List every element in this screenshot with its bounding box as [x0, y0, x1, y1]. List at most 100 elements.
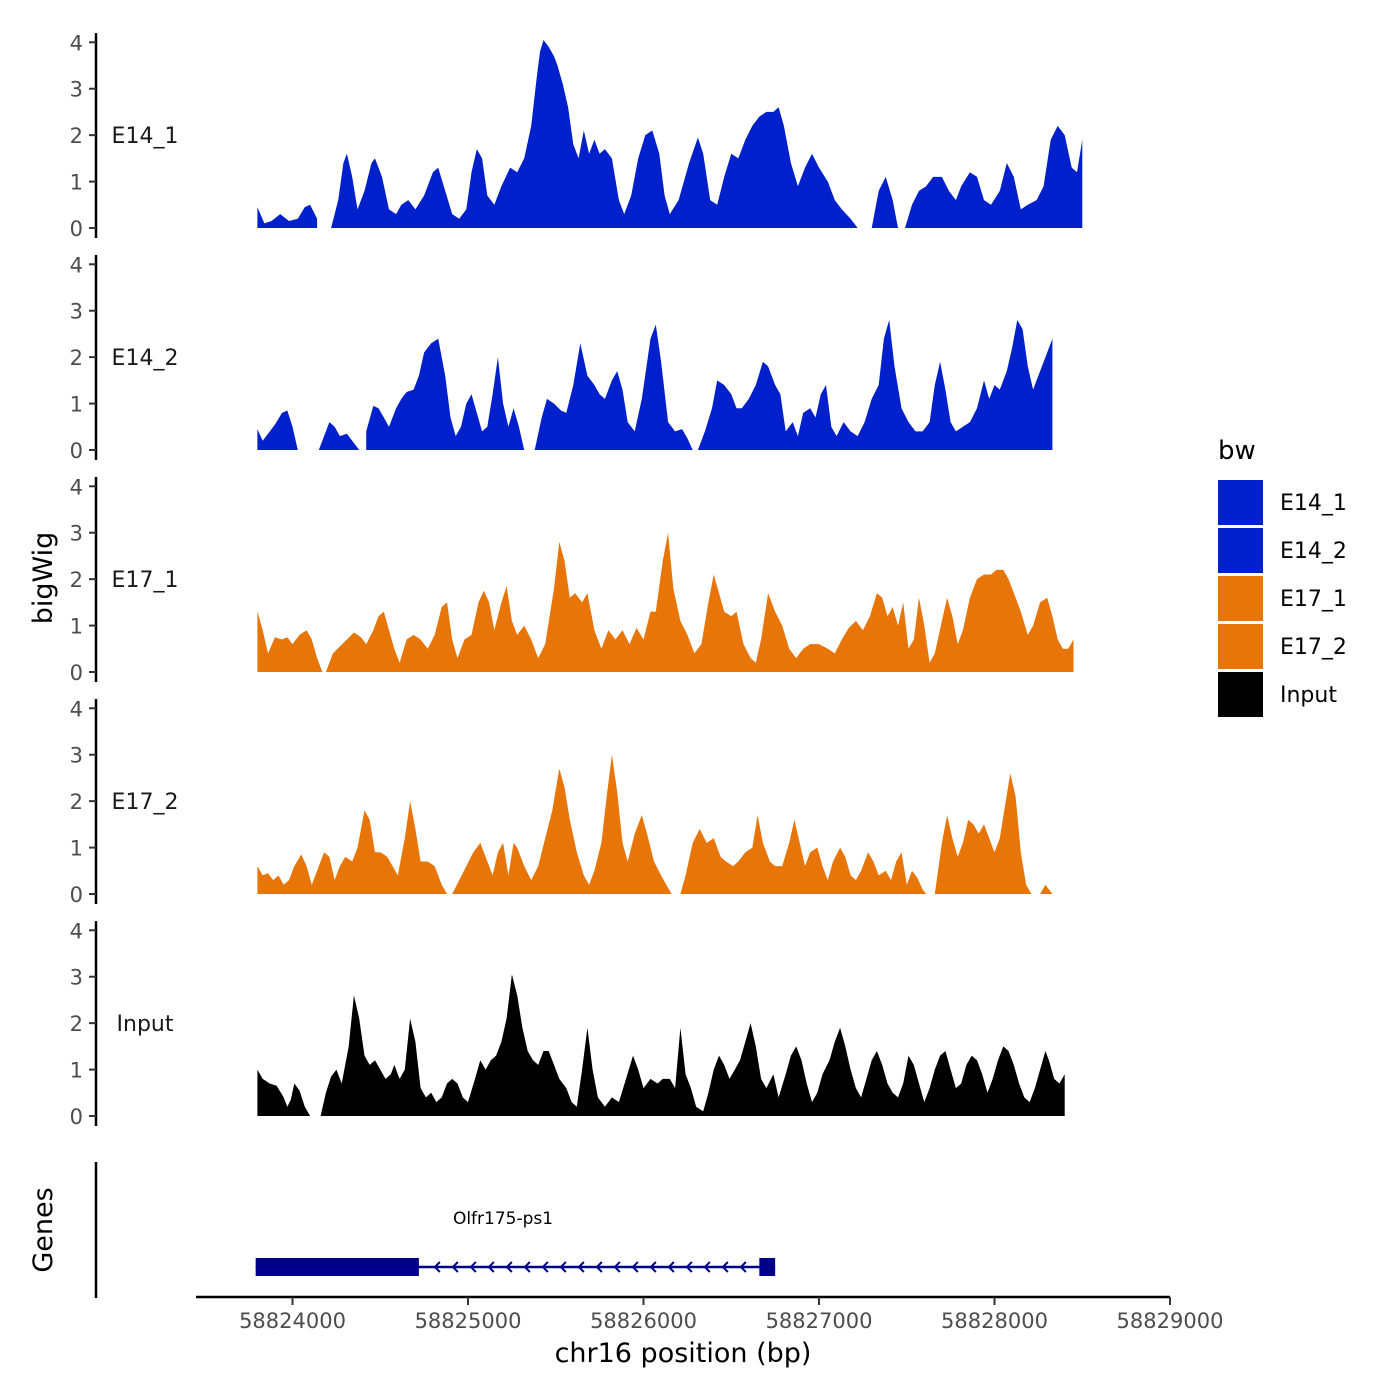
y-tick-label: 0 — [70, 1105, 83, 1129]
area-Input — [320, 974, 1065, 1116]
strand-arrow — [577, 1261, 585, 1273]
x-tick-label: 58824000 — [239, 1309, 346, 1333]
y-tick-label: 1 — [70, 393, 83, 417]
y-tick-label: 1 — [70, 171, 83, 195]
y-tick-label: 2 — [70, 790, 83, 814]
legend-swatch-E17_2 — [1218, 624, 1263, 669]
legend-swatch-E14_2 — [1218, 528, 1263, 573]
area-E14_2 — [366, 338, 525, 450]
strand-arrow — [739, 1261, 747, 1273]
area-E17_1 — [257, 611, 323, 672]
strand-arrow — [523, 1261, 531, 1273]
strand-arrow — [487, 1261, 495, 1273]
strand-arrow — [721, 1261, 729, 1273]
x-axis-title: chr16 position (bp) — [555, 1338, 812, 1369]
y-tick-label: 4 — [70, 697, 83, 721]
x-axis: 58824000 58825000 58826000 58827000 58828000… — [196, 1295, 1224, 1333]
gene-exon — [255, 1258, 419, 1276]
legend: bw E14_1 E14_2 E17_1 E17_2 Input — [1218, 436, 1347, 717]
gene-track-title: Genes — [28, 1187, 59, 1272]
y-tick-label: 3 — [70, 966, 83, 990]
y-tick-label: 2 — [70, 124, 83, 148]
y-tick-label: 0 — [70, 217, 83, 241]
y-tick-label: 1 — [70, 837, 83, 861]
y-tick-label: 4 — [70, 253, 83, 277]
area-E17_1 — [325, 532, 1074, 672]
track-label: E14_1 — [112, 124, 179, 149]
strand-arrow — [451, 1261, 459, 1273]
y-tick-label: 1 — [70, 1059, 83, 1083]
legend-label: Input — [1280, 683, 1337, 708]
legend-label: E17_1 — [1280, 587, 1347, 612]
gene-model — [255, 1258, 776, 1276]
gene-name-label: Olfr175-ps1 — [453, 1209, 553, 1229]
strand-arrow — [505, 1261, 513, 1273]
x-tick-label: 58825000 — [415, 1309, 522, 1333]
legend-swatch-E17_1 — [1218, 576, 1263, 621]
strand-arrow — [631, 1261, 639, 1273]
y-tick-label: 0 — [70, 439, 83, 463]
strand-arrow — [649, 1261, 657, 1273]
legend-swatch-Input — [1218, 672, 1263, 717]
area-E14_2 — [534, 324, 693, 450]
area-Input — [257, 1069, 311, 1116]
track-label: E17_1 — [112, 568, 179, 593]
strand-arrow — [595, 1261, 603, 1273]
gene-exon — [759, 1258, 776, 1276]
legend-label: E17_2 — [1280, 635, 1347, 660]
track-E14_1: 0 1 2 3 4 E14_1 — [70, 31, 1083, 241]
x-tick-label: 58826000 — [590, 1309, 697, 1333]
area-E14_2 — [318, 422, 360, 450]
strand-arrow — [469, 1261, 477, 1273]
x-tick-label: 58827000 — [766, 1309, 873, 1333]
y-tick-label: 3 — [70, 522, 83, 546]
area-E17_2 — [1040, 884, 1053, 894]
area-E14_1 — [871, 176, 898, 228]
y-tick-label: 4 — [70, 31, 83, 55]
strand-arrow — [433, 1261, 441, 1273]
strand-arrow — [541, 1261, 549, 1273]
legend-title: bw — [1218, 436, 1256, 466]
y-tick-label: 3 — [70, 78, 83, 102]
track-label: Input — [117, 1012, 174, 1037]
track-Input: 0 1 2 3 4 Input — [70, 919, 1065, 1129]
track-E14_2: 0 1 2 3 4 E14_2 — [70, 253, 1053, 463]
area-E14_2 — [257, 410, 298, 450]
y-tick-label: 2 — [70, 346, 83, 370]
track-label: E17_2 — [112, 790, 179, 815]
legend-label: E14_1 — [1280, 491, 1347, 516]
x-tick-label: 58829000 — [1117, 1309, 1224, 1333]
y-tick-label: 0 — [70, 661, 83, 685]
bigwig-tracks: 0 1 2 3 4 E14_1 0 1 2 3 4 E14_2 0 1 2 3 4 E17_1 0 1 2 3 4 E17_2… — [70, 31, 1083, 1129]
strand-arrow — [613, 1261, 621, 1273]
area-E14_1 — [331, 40, 858, 228]
track-E17_1: 0 1 2 3 4 E17_1 — [70, 475, 1074, 685]
y-tick-label: 0 — [70, 883, 83, 907]
area-E17_2 — [934, 773, 1032, 894]
area-E17_2 — [257, 801, 447, 894]
area-E14_2 — [697, 320, 1053, 450]
gene-track-panel: Genes Olfr175-ps1 — [28, 1162, 776, 1298]
strand-arrow — [559, 1261, 567, 1273]
y-tick-label: 3 — [70, 744, 83, 768]
x-tick-label: 58828000 — [941, 1309, 1048, 1333]
area-E14_1 — [257, 204, 318, 228]
track-E17_2: 0 1 2 3 4 E17_2 — [70, 697, 1053, 907]
legend-label: E14_2 — [1280, 539, 1347, 564]
y-tick-label: 3 — [70, 300, 83, 324]
strand-arrow — [685, 1261, 693, 1273]
y-tick-label: 4 — [70, 475, 83, 499]
strand-arrow — [667, 1261, 675, 1273]
area-E14_1 — [905, 125, 1083, 228]
area-E17_2 — [452, 754, 672, 894]
legend-swatch-E14_1 — [1218, 480, 1263, 525]
y-axis-title: bigWig — [28, 532, 59, 625]
y-tick-label: 2 — [70, 1012, 83, 1036]
area-E17_2 — [680, 815, 927, 894]
y-tick-label: 2 — [70, 568, 83, 592]
y-tick-label: 1 — [70, 615, 83, 639]
y-tick-label: 4 — [70, 919, 83, 943]
track-label: E14_2 — [112, 346, 179, 371]
strand-arrow — [703, 1261, 711, 1273]
